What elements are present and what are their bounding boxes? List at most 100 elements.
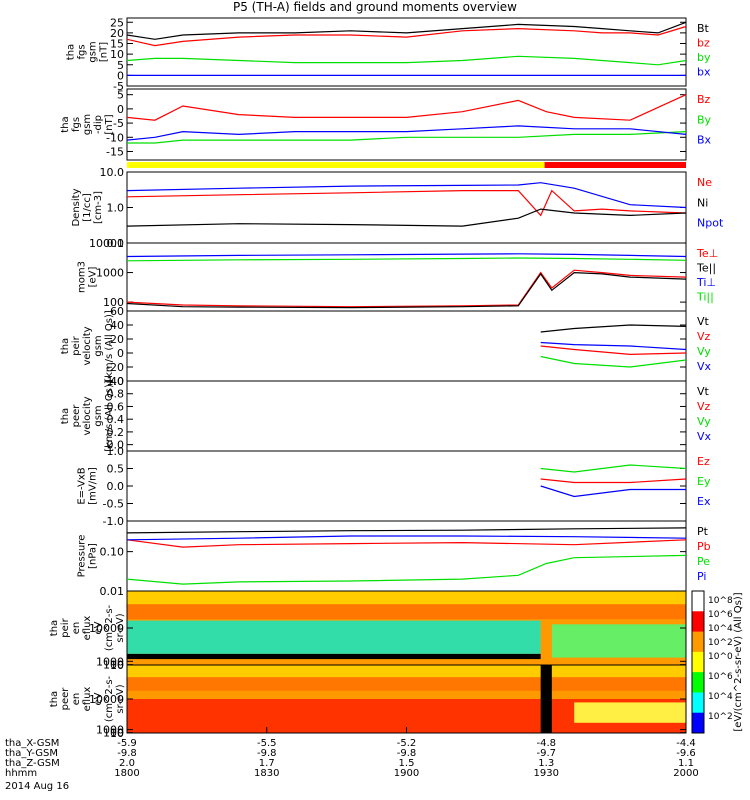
y-tick-label: -0.5 <box>103 498 124 511</box>
legend-label: bx <box>697 66 711 79</box>
spectrogram-band-low <box>127 620 541 654</box>
y-axis-label: velocity <box>82 326 93 365</box>
y-tick-label: 5 <box>117 89 124 102</box>
series-line-Vy <box>540 355 687 368</box>
colorbar-segment <box>692 611 704 633</box>
spectrogram-band-mid <box>127 677 686 691</box>
y-tick-label: 1.0 <box>107 445 125 458</box>
y-tick-label: -1.0 <box>103 515 124 528</box>
y-axis-label: [mV/m] <box>88 467 99 505</box>
series-line-By <box>127 131 687 144</box>
legend-label: Vt <box>697 385 710 398</box>
y-axis-label: tha <box>60 116 71 132</box>
x-tick-label: 1.1 <box>678 758 694 769</box>
y-axis-label: (cm^2-s- <box>104 675 115 722</box>
y-tick-label: -15 <box>106 145 124 158</box>
spectrogram-band-high <box>127 591 686 605</box>
y-tick-label: 10 <box>110 659 124 672</box>
y-axis-label: [km/s (All Qs)] <box>104 380 115 452</box>
y-axis-label: [cm-3] <box>93 191 104 224</box>
y-axis-label: mom3 <box>77 261 88 293</box>
y-tick-label: 0 <box>117 103 124 116</box>
series-line-Te|| <box>126 271 687 309</box>
legend-label: Npot <box>697 217 724 230</box>
y-axis-label: peir <box>60 617 71 637</box>
x-axis-row-label: tha_Z-GSM <box>5 758 60 769</box>
panel-frame-1 <box>126 88 687 161</box>
y-tick-label: 10 <box>110 727 124 740</box>
y-tick-label: 0.8 <box>107 388 125 401</box>
series-line-Vx <box>540 341 687 351</box>
series-line-Pe <box>126 554 687 585</box>
legend-label: Vz <box>697 330 711 343</box>
legend-label: by <box>697 51 711 64</box>
x-tick-label: -9.7 <box>536 748 556 759</box>
series-line-Vt <box>540 324 687 333</box>
y-tick-label: 0.5 <box>107 463 125 476</box>
x-tick-label: -5.2 <box>397 738 417 749</box>
spectrogram-band-mid <box>127 604 686 620</box>
legend-label: Vx <box>697 430 712 443</box>
x-tick-label: -5.9 <box>117 738 137 749</box>
y-tick-label: 0.0 <box>107 480 125 493</box>
y-tick-label: 1000 <box>96 655 124 668</box>
y-axis-label: eflux <box>82 687 93 712</box>
colorbar-segment <box>692 591 704 612</box>
x-tick-label: -9.6 <box>676 748 696 759</box>
y-tick-label: 100 <box>103 727 124 740</box>
y-axis-label: Density <box>71 188 82 226</box>
x-tick-label: 1.5 <box>399 758 415 769</box>
legend-label: Bx <box>697 134 712 147</box>
legend-label: Te|| <box>696 262 716 275</box>
series-line-Npot <box>126 182 687 209</box>
x-tick-label: 1900 <box>394 768 419 779</box>
colorbar-segment <box>692 712 704 734</box>
y-axis-label: gsm <box>88 41 99 62</box>
y-axis-label: eV <box>93 621 104 634</box>
x-tick-label: 1930 <box>534 768 559 779</box>
y-axis-label: [km/s (All Qs)] <box>104 310 115 382</box>
colorbar-tick: 10^4 <box>708 624 733 634</box>
y-tick-label: 0 <box>117 347 124 360</box>
series-line-Pi <box>126 535 687 541</box>
legend-label: Te⊥ <box>696 247 718 260</box>
y-tick-label: 0.6 <box>107 400 125 413</box>
series-line-bz <box>126 25 687 47</box>
y-tick-label: 15 <box>110 38 124 51</box>
colorbar-tick: 10^4 <box>708 692 733 702</box>
y-tick-label: 0.4 <box>107 413 125 426</box>
y-axis-label: [nT] <box>99 42 110 62</box>
legend-label: Ni <box>697 196 708 209</box>
legend-label: Vz <box>697 400 711 413</box>
y-axis-label: eflux <box>82 616 93 641</box>
y-tick-label: -10 <box>106 131 124 144</box>
legend-label: Vy <box>697 415 711 428</box>
y-axis-label: [nPa] <box>88 543 99 569</box>
x-tick-label: -4.8 <box>536 738 556 749</box>
colorbar-tick: 10^8 <box>708 596 733 606</box>
colorbar-label: [eV/(cm^2-s-sr-eV) (All Qs)] <box>733 592 744 731</box>
status-bar-yellow <box>127 162 545 168</box>
status-bar-red <box>544 162 686 168</box>
y-tick-label: 60 <box>110 305 124 318</box>
y-tick-label: -5 <box>113 117 124 130</box>
panel-frame-0 <box>126 17 687 87</box>
y-axis-label: Pressure <box>77 535 88 578</box>
y-axis-label: gsm <box>82 114 93 135</box>
legend-label: Ez <box>697 455 710 468</box>
panel-frame-2 <box>126 171 687 244</box>
legend-label: Pi <box>697 570 706 583</box>
panel-frame-4 <box>126 310 687 382</box>
y-axis-label: tha <box>49 620 60 636</box>
legend-label: Vt <box>697 315 710 328</box>
colorbar-segment <box>692 651 704 673</box>
legend-label: Bz <box>697 93 711 106</box>
series-line-Ne <box>126 189 687 217</box>
x-tick-label: -9.8 <box>397 748 417 759</box>
spectrogram-band-high <box>127 665 686 678</box>
panel-frame-5 <box>126 380 687 452</box>
panel-frame-6 <box>126 450 687 522</box>
y-axis-label: tha <box>66 44 77 60</box>
y-tick-label: 10.0 <box>100 166 125 179</box>
